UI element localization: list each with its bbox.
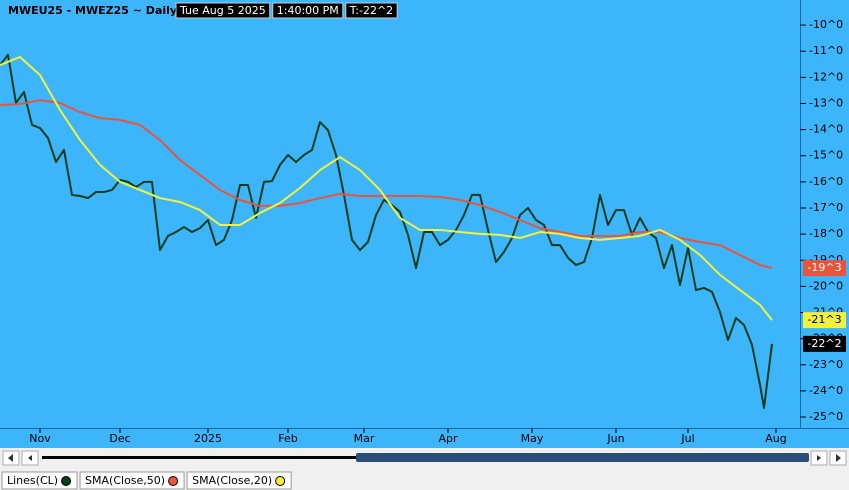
header-text: 1:40:00 PM bbox=[277, 4, 339, 17]
y-tick-label: -10^0 bbox=[809, 18, 843, 31]
arrow-icon bbox=[8, 454, 13, 462]
header-text: Tue Aug 5 2025 bbox=[179, 4, 266, 17]
y-tick-label: -20^0 bbox=[809, 279, 843, 292]
x-tick-label: Nov bbox=[29, 432, 51, 445]
header-text: T:-22^2 bbox=[349, 4, 393, 17]
legend-item[interactable]: SMA(Close,50) bbox=[79, 471, 185, 490]
x-tick-label: Jul bbox=[680, 432, 694, 445]
y-tick-label: -15^0 bbox=[809, 149, 843, 162]
chart-title: MWEU25 - MWEZ25 ~ Daily bbox=[8, 4, 177, 17]
last-value-label: -19^3 bbox=[807, 261, 841, 274]
header-field: T:-22^2 bbox=[345, 2, 398, 19]
legend-label: Lines(CL) bbox=[7, 474, 58, 487]
y-tick-label: -18^0 bbox=[809, 227, 843, 240]
legend-swatch bbox=[61, 476, 72, 486]
x-tick-label: Jun bbox=[606, 432, 624, 445]
last-value-label: -21^3 bbox=[807, 313, 841, 326]
series-line bbox=[0, 55, 773, 321]
header-box bbox=[345, 2, 398, 19]
arrow-icon bbox=[28, 455, 32, 461]
last-value-label: -22^2 bbox=[807, 337, 841, 350]
x-tick-label: Dec bbox=[109, 432, 130, 445]
x-tick-label: May bbox=[521, 432, 544, 445]
x-tick-label: Mar bbox=[354, 432, 375, 445]
legend-swatch bbox=[168, 476, 179, 486]
last-value-tag bbox=[803, 312, 846, 329]
legend-item[interactable]: Lines(CL) bbox=[1, 471, 78, 490]
x-tick-label: Aug bbox=[765, 432, 786, 445]
x-tick-label: Feb bbox=[278, 432, 297, 445]
legend-swatch bbox=[275, 476, 286, 486]
legend-item[interactable]: SMA(Close,20) bbox=[186, 471, 292, 490]
header-field: 1:40:00 PM bbox=[272, 2, 344, 19]
arrow-icon bbox=[817, 455, 821, 461]
legend: Lines(CL) SMA(Close,50) SMA(Close,20) bbox=[1, 471, 292, 490]
arrow-icon bbox=[836, 454, 841, 462]
legend-label: SMA(Close,20) bbox=[192, 474, 272, 487]
y-tick-label: -13^0 bbox=[809, 96, 843, 109]
legend-box[interactable] bbox=[1, 471, 78, 490]
y-tick-label: -11^0 bbox=[809, 44, 843, 57]
legend-label: SMA(Close,50) bbox=[85, 474, 165, 487]
y-tick-label: -16^0 bbox=[809, 175, 843, 188]
header-field: Tue Aug 5 2025 bbox=[175, 2, 271, 19]
last-value-tag bbox=[803, 260, 846, 277]
last-value-tags: -22^2 -19^3 -21^3 bbox=[803, 260, 846, 352]
legend-box[interactable] bbox=[186, 471, 292, 490]
header-fields: Tue Aug 5 2025 1:40:00 PM T:-22^2 bbox=[175, 2, 398, 19]
y-tick-label: -12^0 bbox=[809, 70, 843, 83]
legend-box[interactable] bbox=[79, 471, 185, 490]
y-tick-label: -14^0 bbox=[809, 123, 843, 136]
x-tick-label: Apr bbox=[438, 432, 458, 445]
y-tick-label: -17^0 bbox=[809, 201, 843, 214]
x-tick-label: 2025 bbox=[194, 432, 222, 445]
header-box bbox=[175, 2, 271, 19]
y-tick-label: -23^0 bbox=[809, 358, 843, 371]
y-tick-label: -24^0 bbox=[809, 384, 843, 397]
last-value-tag bbox=[803, 335, 846, 352]
chart-background bbox=[0, 0, 849, 448]
header-box bbox=[272, 2, 344, 19]
y-tick-label: -25^0 bbox=[809, 410, 843, 423]
scroll-thumb[interactable] bbox=[356, 453, 809, 462]
axes: -10^0 -11^0 -12^0 -13^0 -14^0 -15^0 -16^0 -17^0… bbox=[29, 18, 843, 445]
plot-area bbox=[0, 53, 773, 409]
